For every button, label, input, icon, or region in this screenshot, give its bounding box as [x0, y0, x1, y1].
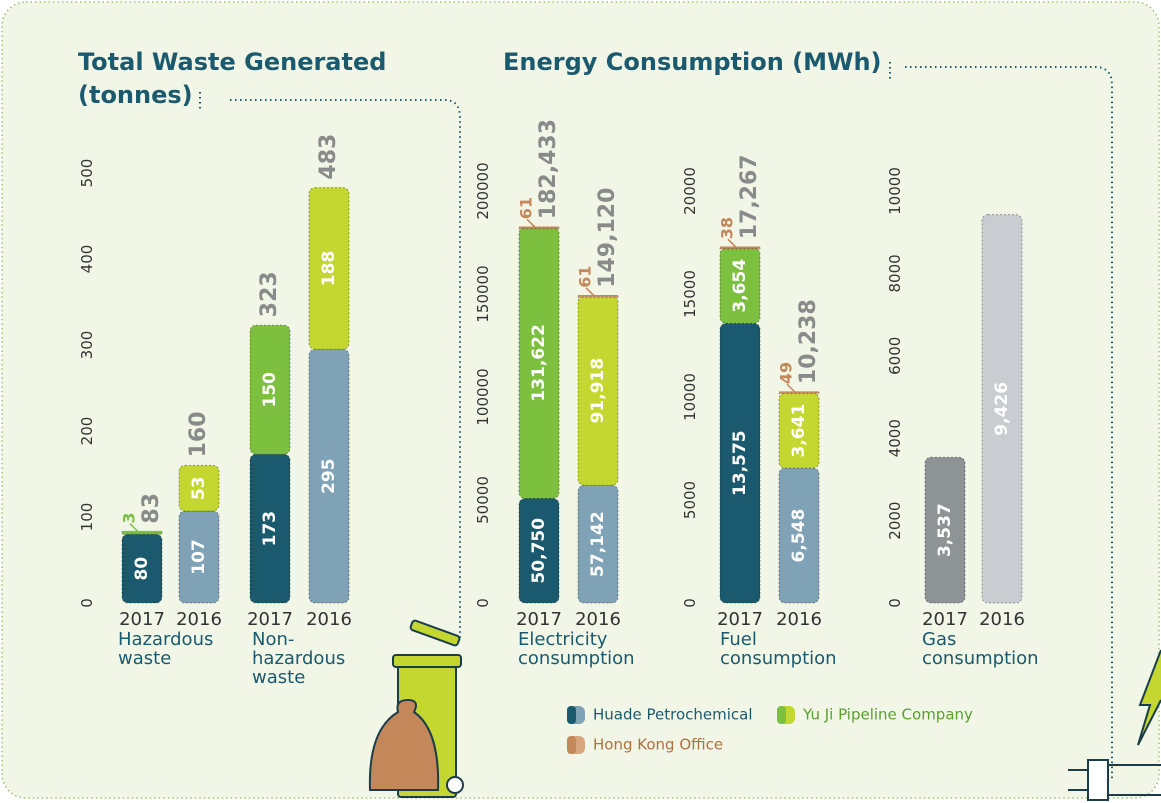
data-label: 38: [718, 217, 737, 239]
y-tick-label: 500: [78, 159, 96, 188]
y-tick-label: 50000: [474, 476, 492, 524]
bar-segment: [178, 464, 220, 512]
legend-swatch: [567, 706, 576, 724]
bar-segment: [178, 510, 220, 604]
total-label: 10,238: [796, 299, 821, 384]
data-label: 188: [319, 251, 339, 287]
data-label: 80: [132, 557, 152, 581]
total-label: 323: [257, 271, 282, 317]
total-label: 83: [139, 493, 164, 524]
legend-label: Hong Kong Office: [593, 736, 723, 754]
data-label: 49: [777, 362, 796, 384]
section-title: Energy Consumption (MWh): [503, 48, 882, 76]
total-label: 149,120: [595, 188, 620, 288]
total-label: 160: [186, 411, 211, 457]
x-tick-label: 2016: [979, 609, 1025, 630]
total-label: 17,267: [737, 154, 762, 239]
data-label: 3: [120, 512, 139, 523]
y-tick-label: 10000: [886, 167, 904, 215]
x-tick-label: 2017: [516, 609, 562, 630]
data-label: 107: [189, 539, 209, 575]
total-label: 182,433: [536, 119, 561, 219]
callout-line: [578, 287, 618, 297]
plug-hand: [1068, 649, 1161, 801]
y-tick-label: 0: [681, 598, 699, 608]
x-tick-label: 2017: [922, 609, 968, 630]
y-tick-label: 20000: [681, 167, 699, 215]
y-tick-label: 6000: [886, 337, 904, 375]
data-label: 61: [576, 266, 595, 288]
y-tick-label: 8000: [886, 254, 904, 292]
callout-line: [122, 523, 162, 533]
data-label: 57,142: [588, 511, 608, 577]
data-label: 6,548: [789, 509, 809, 563]
data-label: 131,622: [529, 324, 549, 401]
chart-title: Total Waste Generated (tonnes): [78, 48, 387, 109]
data-label: 150: [260, 372, 280, 408]
x-tick-label: 2017: [247, 609, 293, 630]
y-tick-label: 0: [474, 598, 492, 608]
data-label: 61: [517, 197, 536, 219]
data-label: 91,918: [588, 358, 608, 424]
x-tick-label: 2016: [575, 609, 621, 630]
data-label: 53: [189, 476, 209, 500]
bar-segment: [719, 322, 761, 604]
data-label: 3,537: [935, 503, 955, 557]
group-label: Electricity consumption: [518, 629, 635, 669]
callout-line: [779, 383, 819, 393]
y-tick-label: 5000: [681, 481, 699, 519]
y-tick-label: 100: [78, 503, 96, 532]
y-tick-label: 10000: [681, 373, 699, 421]
group-label: Fuel consumption: [720, 629, 837, 669]
legend-swatch: [777, 706, 786, 724]
data-label: 173: [260, 511, 280, 547]
y-tick-label: 300: [78, 331, 96, 360]
data-label: 3,654: [730, 259, 750, 313]
separator: [889, 62, 1113, 780]
group-label: Non-hazardous waste: [252, 629, 346, 688]
legend-label: Huade Petrochemical: [593, 706, 753, 724]
bar-segment: [249, 324, 291, 455]
y-tick-label: 150000: [474, 265, 492, 322]
x-tick-label: 2016: [776, 609, 822, 630]
y-tick-label: 200: [78, 417, 96, 446]
x-tick-label: 2016: [176, 609, 222, 630]
x-tick-label: 2017: [119, 609, 165, 630]
data-label: 9,426: [992, 382, 1012, 436]
group-label: Hazardous waste: [118, 629, 214, 669]
separator: [199, 92, 461, 640]
bar-segment: [981, 214, 1023, 604]
callout-line: [720, 238, 760, 249]
y-tick-label: 0: [886, 598, 904, 608]
group-label: Gas consumption: [922, 629, 1039, 669]
y-tick-label: 100000: [474, 368, 492, 425]
y-tick-label: 15000: [681, 270, 699, 318]
y-tick-label: 200000: [474, 162, 492, 219]
y-tick-label: 2000: [886, 502, 904, 540]
data-label: 50,750: [529, 518, 549, 584]
bag: [368, 698, 440, 791]
data-label: 295: [319, 458, 339, 494]
callout-line: [519, 218, 559, 228]
y-tick-label: 4000: [886, 419, 904, 457]
y-tick-label: 0: [78, 598, 96, 608]
x-tick-label: 2017: [717, 609, 763, 630]
bar-segment: [308, 187, 350, 350]
data-label: 3,641: [789, 404, 809, 458]
bar-segment: [924, 456, 966, 604]
total-label: 483: [316, 134, 341, 180]
x-tick-label: 2016: [306, 609, 352, 630]
legend-label: Yu Ji Pipeline Company: [802, 706, 973, 724]
y-tick-label: 400: [78, 245, 96, 274]
legend-swatch: [567, 736, 576, 754]
data-label: 13,575: [730, 430, 750, 496]
